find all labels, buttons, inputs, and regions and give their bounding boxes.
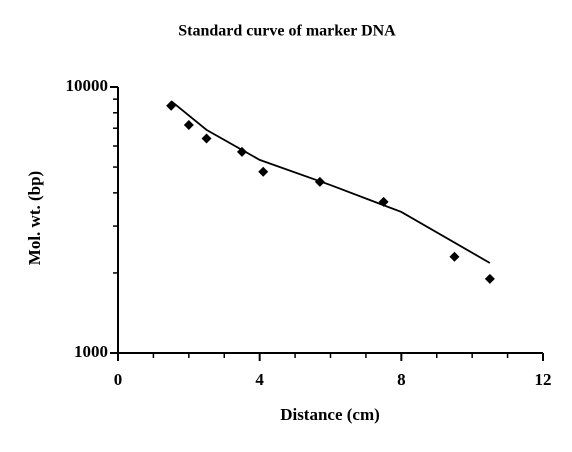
data-point: [166, 100, 177, 111]
y-tick-label: 10000: [66, 76, 109, 95]
x-tick-label: 8: [397, 370, 406, 389]
data-point: [201, 133, 212, 144]
data-point: [183, 119, 194, 130]
data-point: [484, 273, 495, 284]
x-tick-label: 4: [255, 370, 264, 389]
x-axis-title: Distance (cm): [280, 405, 380, 424]
fit-line: [170, 100, 491, 264]
x-tick-label: 0: [114, 370, 123, 389]
data-point: [258, 166, 269, 177]
chart-title: Standard curve of marker DNA: [178, 23, 396, 40]
data-point: [449, 251, 460, 262]
y-axis-title: Mol. wt. (bp): [25, 171, 44, 265]
x-tick-label: 12: [535, 370, 552, 389]
y-tick-label: 1000: [74, 342, 108, 361]
